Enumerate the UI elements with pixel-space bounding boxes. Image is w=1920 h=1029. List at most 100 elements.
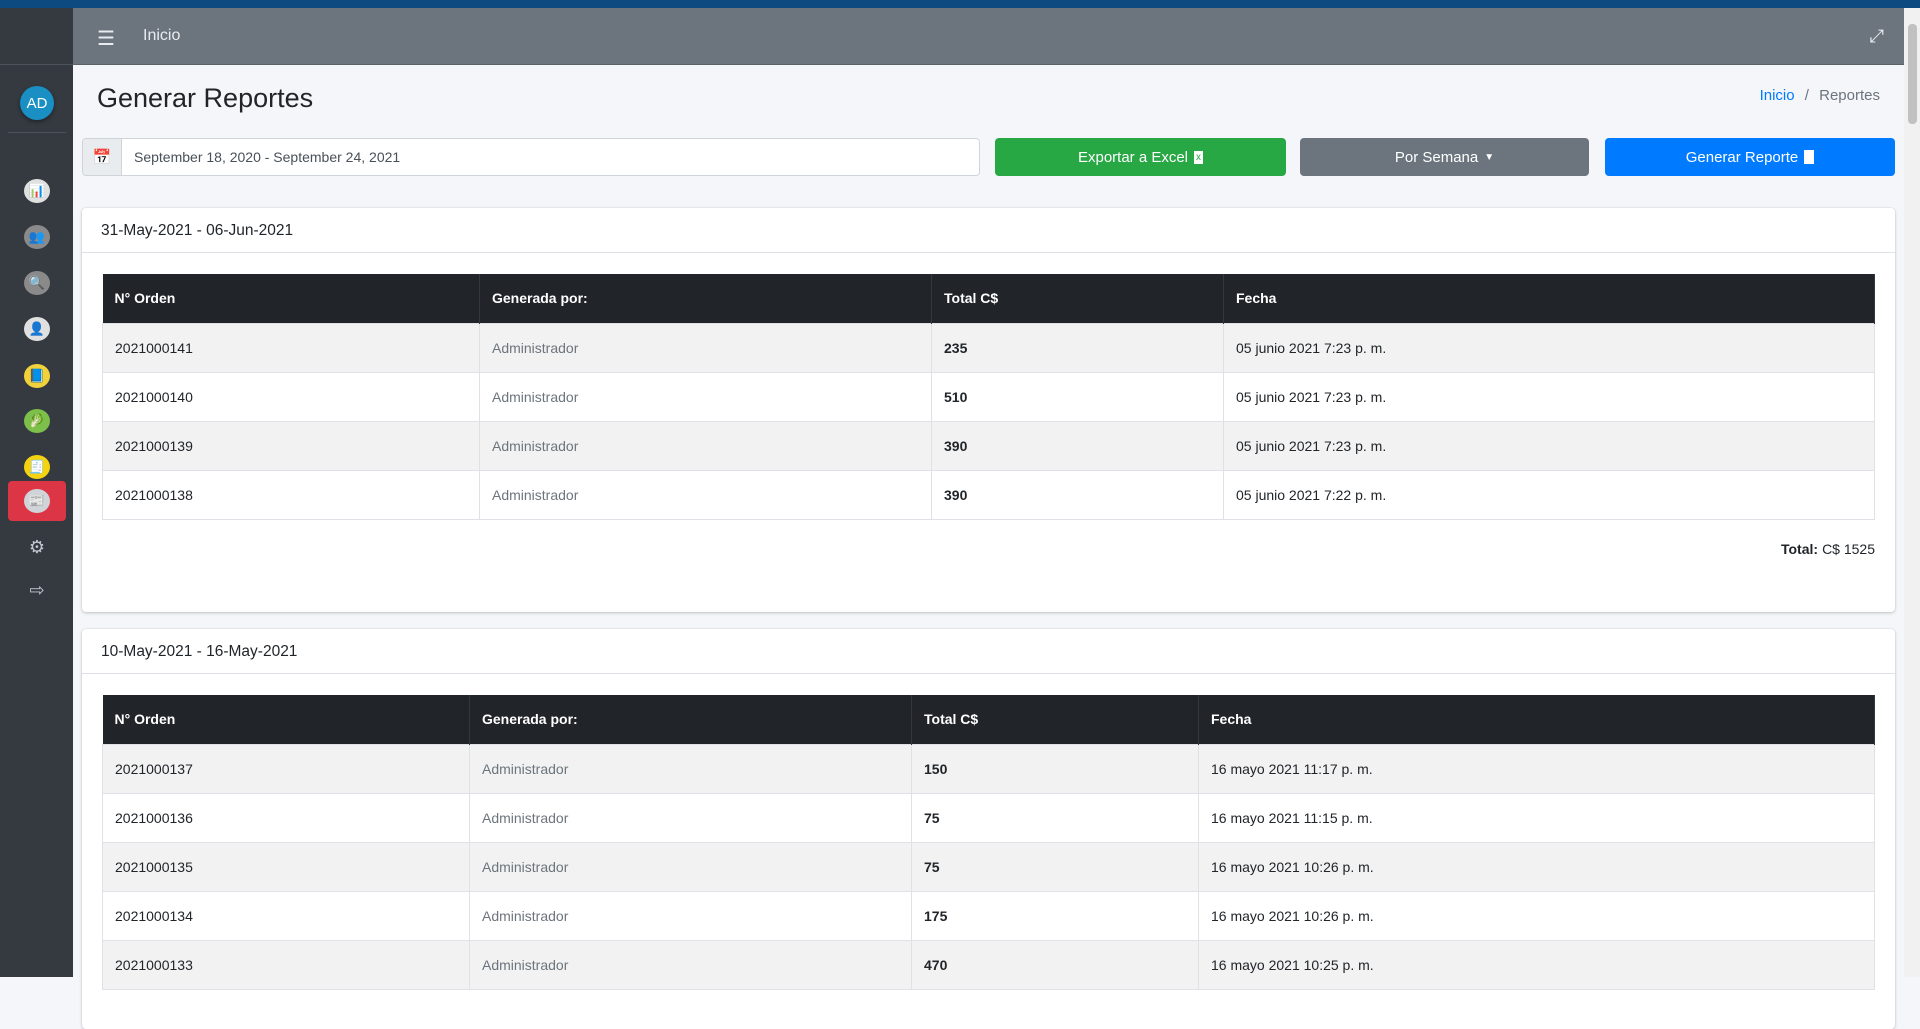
total-cell: 470 — [911, 939, 1199, 990]
sidebar-item-1[interactable]: 👥 — [8, 217, 66, 257]
report-card: 31-May-2021 - 06-Jun-2021 N° Orden Generad… — [82, 208, 1895, 612]
column-header: Total C$ — [911, 695, 1199, 744]
report-card: 10-May-2021 - 16-May-2021 N° Orden Generad… — [82, 629, 1895, 1029]
order-number-cell: 2021000138 — [102, 469, 480, 520]
breadcrumb-current: Reportes — [1819, 87, 1880, 104]
vegetables-icon: 🥬 — [24, 409, 50, 433]
generated-by-cell: Administrador — [479, 322, 932, 373]
expand-icon[interactable]: ⤢ — [1869, 26, 1884, 46]
report-table: N° Orden Generada por: Total C$ Fecha 202100… — [102, 695, 1875, 990]
export-label: Exportar a Excel — [1077, 148, 1189, 166]
scrollbar-thumb[interactable] — [1908, 24, 1917, 124]
breadcrumb-home[interactable]: Inicio — [1759, 87, 1795, 104]
total-cell: 390 — [931, 469, 1224, 520]
sidebar-item-3[interactable]: 👤 — [8, 309, 66, 349]
sidebar-item-7[interactable]: 📰 — [8, 481, 66, 521]
total-label: Total: — [1780, 541, 1819, 557]
hamburger-icon[interactable]: ☰ — [97, 28, 115, 50]
date-cell: 05 junio 2021 7:23 p. m. — [1223, 420, 1875, 471]
report-calculator-icon: 📰 — [24, 489, 50, 513]
date-range-input[interactable] — [122, 139, 979, 175]
breadcrumb-separator: / — [1804, 87, 1809, 104]
column-header: Fecha — [1198, 695, 1875, 744]
table-row[interactable]: 2021000139 Administrador 390 05 junio 2021 … — [102, 420, 1875, 471]
column-header: Generada por: — [479, 274, 932, 323]
table-row[interactable]: 2021000138 Administrador 390 05 junio 2021 … — [102, 469, 1875, 520]
users-group-icon: 👥 — [24, 225, 50, 249]
generated-by-cell: Administrador — [479, 420, 932, 471]
total-cell: 75 — [911, 841, 1199, 892]
date-cell: 05 junio 2021 7:22 p. m. — [1223, 469, 1875, 520]
order-number-cell: 2021000136 — [102, 792, 470, 843]
column-header: Generada por: — [469, 695, 912, 744]
order-number-cell: 2021000141 — [102, 322, 480, 373]
order-number-cell: 2021000140 — [102, 371, 480, 422]
date-cell: 05 junio 2021 7:23 p. m. — [1223, 322, 1875, 373]
report-range-title: 31-May-2021 - 06-Jun-2021 — [82, 208, 1895, 253]
period-dropdown[interactable]: Por Semana ▼ — [1300, 138, 1589, 176]
table-row[interactable]: 2021000134 Administrador 175 16 mayo 2021 1… — [102, 890, 1875, 941]
sidebar-item-4[interactable]: 📘 — [8, 356, 66, 396]
table-row[interactable]: 2021000135 Administrador 75 16 mayo 2021 10… — [102, 841, 1875, 892]
user-lock-icon: 👤 — [24, 317, 50, 341]
total-cell: 235 — [931, 322, 1224, 373]
logout-icon: ⇨ — [29, 579, 45, 600]
sales-money-icon: 🧾 — [24, 455, 50, 479]
date-cell: 16 mayo 2021 10:26 p. m. — [1198, 890, 1875, 941]
generated-by-cell: Administrador — [469, 890, 912, 941]
report-range-title: 10-May-2021 - 16-May-2021 — [82, 629, 1895, 674]
cogs-icon: ⚙ — [28, 536, 46, 557]
date-range-group: 📅 — [82, 138, 980, 176]
generated-by-cell: Administrador — [469, 841, 912, 892]
generated-by-cell: Administrador — [469, 792, 912, 843]
file-icon — [1804, 150, 1815, 164]
sidebar-item-6[interactable]: 🧾 — [8, 447, 66, 487]
order-number-cell: 2021000133 — [102, 939, 470, 990]
column-header: N° Orden — [102, 695, 470, 744]
generated-by-cell: Administrador — [469, 743, 912, 794]
column-header: N° Orden — [102, 274, 480, 323]
monitor-search-icon: 🔍 — [24, 271, 50, 295]
sidebar-item-0[interactable]: 📊 — [8, 171, 66, 211]
sidebar-item-2[interactable]: 🔍 — [8, 263, 66, 303]
date-cell: 16 mayo 2021 11:15 p. m. — [1198, 792, 1875, 843]
table-row[interactable]: 2021000137 Administrador 150 16 mayo 2021 1… — [102, 743, 1875, 794]
generated-by-cell: Administrador — [479, 371, 932, 422]
avatar[interactable]: AD — [20, 86, 54, 120]
order-number-cell: 2021000135 — [102, 841, 470, 892]
table-row[interactable]: 2021000140 Administrador 510 05 junio 2021 … — [102, 371, 1875, 422]
export-excel-button[interactable]: Exportar a Excel x — [995, 138, 1286, 176]
report-table: N° Orden Generada por: Total C$ Fecha 202100… — [102, 274, 1875, 520]
generate-label: Generar Reporte — [1685, 148, 1799, 166]
column-header: Total C$ — [931, 274, 1224, 323]
sidebar-item-5[interactable]: 🥬 — [8, 401, 66, 441]
menu-book-icon: 📘 — [24, 364, 50, 388]
chart-icon: 📊 — [24, 179, 50, 203]
sidebar-divider — [8, 132, 66, 133]
date-cell: 16 mayo 2021 10:25 p. m. — [1198, 939, 1875, 990]
generated-by-cell: Administrador — [479, 469, 932, 520]
page-title: Generar Reportes — [97, 83, 314, 113]
order-number-cell: 2021000134 — [102, 890, 470, 941]
sidebar-item-9[interactable]: ⇨ — [8, 570, 66, 610]
total-cell: 175 — [911, 890, 1199, 941]
sidebar-brand — [0, 8, 73, 65]
nav-link-inicio[interactable]: Inicio — [143, 27, 181, 44]
table-row[interactable]: 2021000133 Administrador 470 16 mayo 2021 1… — [102, 939, 1875, 990]
sidebar-item-8[interactable]: ⚙ — [8, 527, 66, 567]
total-cell: 75 — [911, 792, 1199, 843]
scrollbar[interactable] — [1904, 8, 1920, 977]
total-cell: 390 — [931, 420, 1224, 471]
total-cell: 510 — [931, 371, 1224, 422]
date-cell: 16 mayo 2021 10:26 p. m. — [1198, 841, 1875, 892]
order-number-cell: 2021000139 — [102, 420, 480, 471]
table-row[interactable]: 2021000136 Administrador 75 16 mayo 2021 11… — [102, 792, 1875, 843]
browser-top-strip — [0, 0, 1920, 8]
date-cell: 16 mayo 2021 11:17 p. m. — [1198, 743, 1875, 794]
total-cell: 150 — [911, 743, 1199, 794]
table-row[interactable]: 2021000141 Administrador 235 05 junio 2021 … — [102, 322, 1875, 373]
calendar-icon[interactable]: 📅 — [83, 139, 122, 175]
generate-report-button[interactable]: Generar Reporte — [1605, 138, 1895, 176]
generated-by-cell: Administrador — [469, 939, 912, 990]
report-total: Total: C$ 1525 — [1781, 541, 1875, 557]
